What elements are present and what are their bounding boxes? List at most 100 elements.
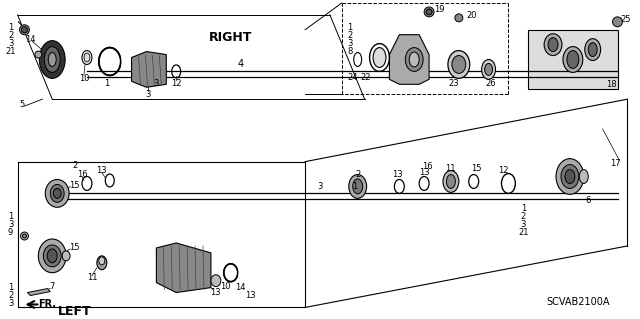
Text: 13: 13	[245, 291, 256, 300]
Text: 3: 3	[8, 219, 13, 229]
Ellipse shape	[47, 249, 57, 263]
Ellipse shape	[561, 165, 579, 189]
Ellipse shape	[565, 170, 575, 183]
Ellipse shape	[51, 184, 64, 202]
Text: 15: 15	[472, 164, 482, 173]
Ellipse shape	[579, 170, 588, 183]
Text: 2: 2	[8, 291, 13, 300]
Circle shape	[612, 17, 623, 27]
Text: SCVAB2100A: SCVAB2100A	[546, 297, 609, 308]
Ellipse shape	[484, 63, 493, 75]
Text: 13: 13	[419, 168, 429, 177]
Ellipse shape	[35, 51, 42, 58]
Text: 3: 3	[347, 39, 353, 48]
Text: 12: 12	[171, 79, 182, 88]
Ellipse shape	[45, 180, 69, 207]
Text: 11: 11	[445, 164, 455, 173]
Ellipse shape	[567, 51, 579, 69]
Text: 2: 2	[8, 31, 13, 40]
Ellipse shape	[39, 41, 65, 78]
Ellipse shape	[544, 34, 562, 56]
Ellipse shape	[84, 53, 90, 62]
Text: 16: 16	[77, 170, 87, 179]
Ellipse shape	[38, 239, 66, 273]
Text: 13: 13	[392, 170, 403, 179]
Text: 4: 4	[237, 59, 244, 70]
Text: 21: 21	[5, 47, 16, 56]
Polygon shape	[28, 289, 51, 295]
Text: 16: 16	[422, 162, 433, 171]
Ellipse shape	[62, 251, 70, 261]
Text: 3: 3	[317, 182, 323, 191]
Text: 2: 2	[521, 212, 526, 221]
Text: 3: 3	[146, 90, 151, 99]
Ellipse shape	[563, 47, 583, 72]
Text: 25: 25	[620, 15, 630, 24]
Text: 15: 15	[69, 243, 79, 252]
Text: LEFT: LEFT	[58, 305, 92, 318]
Ellipse shape	[211, 275, 221, 286]
Text: 14: 14	[236, 283, 246, 292]
Text: 2: 2	[355, 170, 360, 179]
Text: 10: 10	[221, 282, 231, 291]
Text: 1: 1	[8, 283, 13, 292]
Text: 2: 2	[72, 161, 77, 170]
Ellipse shape	[22, 234, 26, 238]
Text: 9: 9	[8, 227, 13, 237]
Circle shape	[426, 9, 432, 15]
Ellipse shape	[53, 189, 61, 198]
Text: 5: 5	[19, 100, 24, 109]
Text: RIGHT: RIGHT	[209, 31, 252, 44]
Text: 12: 12	[498, 166, 509, 175]
Ellipse shape	[556, 159, 584, 194]
Ellipse shape	[447, 174, 456, 189]
Text: 20: 20	[467, 11, 477, 20]
Text: 3: 3	[8, 39, 13, 48]
Ellipse shape	[585, 39, 601, 61]
Text: 1: 1	[8, 23, 13, 32]
Text: 1: 1	[521, 204, 526, 213]
Ellipse shape	[48, 53, 56, 66]
Text: 13: 13	[211, 288, 221, 297]
Text: 21: 21	[518, 227, 529, 237]
Text: 3: 3	[154, 79, 159, 88]
Text: 11: 11	[86, 273, 97, 282]
Text: 22: 22	[360, 73, 371, 82]
Ellipse shape	[99, 257, 105, 265]
Circle shape	[22, 27, 28, 33]
Text: 13: 13	[97, 166, 107, 175]
Ellipse shape	[405, 48, 423, 71]
Polygon shape	[389, 35, 429, 84]
Text: 24: 24	[348, 73, 358, 82]
Text: 26: 26	[485, 79, 496, 88]
Text: 3: 3	[520, 219, 526, 229]
Ellipse shape	[353, 179, 363, 194]
Text: 1: 1	[8, 212, 13, 221]
Text: 2: 2	[347, 31, 353, 40]
Text: 6: 6	[585, 196, 591, 205]
Ellipse shape	[443, 171, 459, 192]
Text: 1: 1	[347, 23, 353, 32]
Ellipse shape	[373, 48, 386, 67]
Ellipse shape	[349, 174, 367, 198]
Text: 10: 10	[79, 74, 89, 83]
Polygon shape	[156, 243, 211, 293]
Text: 14: 14	[25, 35, 36, 44]
Text: 1: 1	[352, 182, 357, 191]
Ellipse shape	[482, 60, 495, 79]
Ellipse shape	[548, 38, 558, 52]
Text: 19: 19	[434, 5, 444, 14]
Ellipse shape	[44, 47, 60, 72]
Circle shape	[424, 7, 434, 17]
Text: 18: 18	[606, 80, 617, 89]
Ellipse shape	[452, 56, 466, 73]
Text: 1: 1	[104, 79, 109, 88]
Text: 7: 7	[49, 282, 55, 291]
Ellipse shape	[82, 51, 92, 64]
Circle shape	[19, 25, 29, 35]
Polygon shape	[132, 52, 166, 87]
Circle shape	[455, 14, 463, 22]
Ellipse shape	[20, 232, 28, 240]
Text: FR.: FR.	[38, 300, 56, 309]
Text: 3: 3	[8, 299, 13, 308]
